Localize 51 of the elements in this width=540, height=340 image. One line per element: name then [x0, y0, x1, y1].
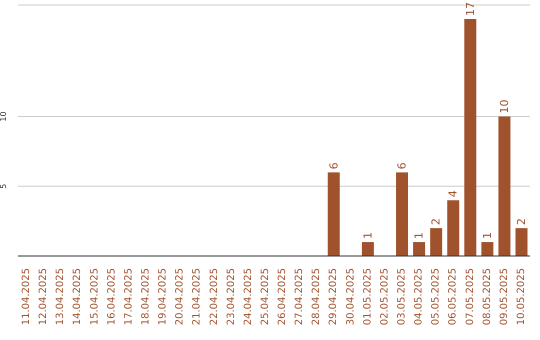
data-label: 4 — [446, 190, 460, 198]
x-tick-label: 17.04.2025 — [123, 268, 134, 326]
data-label: 6 — [327, 162, 340, 170]
x-tick-label: 02.05.2025 — [379, 268, 390, 326]
x-tick-label: 08.05.2025 — [482, 268, 493, 326]
bar — [430, 228, 442, 256]
x-tick-label: 11.04.2025 — [21, 268, 32, 326]
x-tick-label: 20.04.2025 — [174, 268, 186, 326]
x-tick-label: 16.04.2025 — [106, 268, 118, 326]
x-tick-label: 09.05.2025 — [498, 268, 510, 326]
x-tick-label: 28.04.2025 — [311, 268, 322, 326]
x-tick-label: 15.04.2025 — [89, 268, 100, 326]
bar — [328, 172, 340, 256]
bar — [413, 242, 426, 256]
data-label: 1 — [361, 232, 374, 240]
x-tick-label: 27.04.2025 — [294, 268, 306, 326]
bar — [481, 242, 494, 256]
bar — [498, 116, 510, 256]
y-tick-label: 5 — [0, 184, 8, 189]
x-tick-label: 13.04.2025 — [55, 268, 66, 326]
x-tick-label: 05.05.2025 — [430, 268, 442, 326]
x-tick-label: 12.04.2025 — [38, 268, 50, 326]
data-label: 2 — [514, 218, 528, 226]
bar — [362, 242, 374, 256]
x-tick-label: 03.05.2025 — [396, 268, 408, 326]
x-tick-label: 04.05.2025 — [414, 268, 425, 326]
x-tick-label: 22.04.2025 — [208, 268, 220, 326]
x-tick-label: 18.04.2025 — [140, 268, 152, 326]
data-label: 17 — [464, 2, 477, 16]
data-label: 6 — [396, 162, 409, 170]
data-label: 1 — [480, 232, 494, 240]
x-tick-label: 10.05.2025 — [516, 268, 527, 326]
x-tick-label: 21.04.2025 — [192, 268, 203, 326]
x-tick-label: 26.04.2025 — [277, 268, 288, 326]
x-tick-label: 07.05.2025 — [464, 268, 476, 326]
x-tick-label: 30.04.2025 — [345, 268, 356, 326]
x-tick-label: 23.04.2025 — [226, 268, 237, 326]
bar — [515, 228, 528, 256]
bar — [396, 172, 408, 256]
x-tick-label: 01.05.2025 — [362, 268, 374, 326]
x-tick-label: 25.04.2025 — [260, 268, 271, 326]
x-tick-label: 19.04.2025 — [158, 268, 169, 326]
x-tick-label: 06.05.2025 — [448, 268, 459, 326]
bar — [464, 18, 476, 256]
data-label: 10 — [498, 100, 511, 114]
x-tick-label: 14.04.2025 — [72, 268, 84, 326]
x-tick-label: 29.04.2025 — [328, 268, 340, 326]
data-label: 2 — [430, 218, 443, 226]
bar — [447, 200, 460, 256]
x-tick-label: 24.04.2025 — [242, 268, 254, 326]
data-label: 1 — [412, 232, 426, 240]
